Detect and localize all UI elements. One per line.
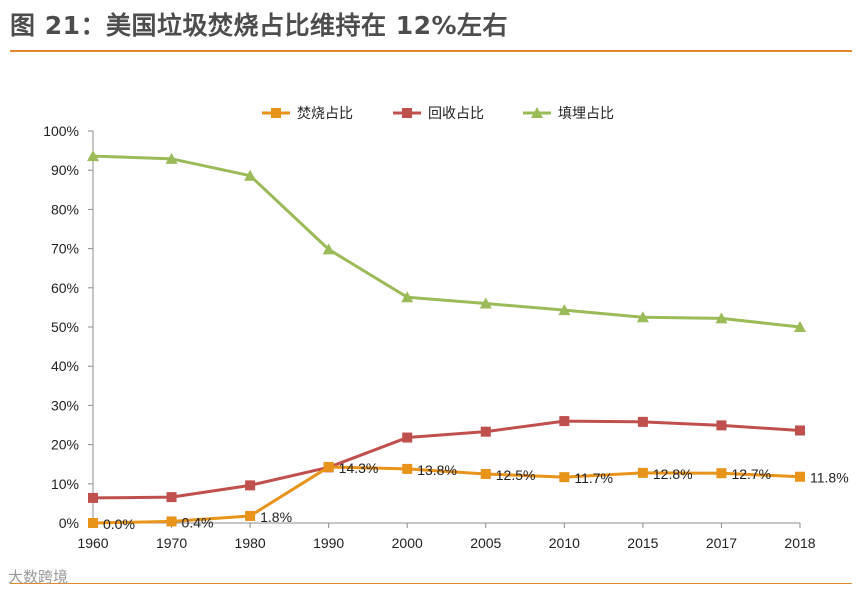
recycling-point [88,492,98,503]
landfill-point [165,152,178,164]
legend-label: 填埋占比 [558,105,614,121]
recycling-point [166,492,177,503]
y-axis: 0% 10% 20% 30% 40% 50% 60% 70% 80% 90% 100% [43,123,94,531]
incineration-point [559,472,570,483]
x-tick-label: 1990 [313,535,344,551]
chart-series [87,150,806,528]
x-tick-label: 2015 [627,535,658,551]
x-tick-label: 2005 [470,535,501,551]
page-title: 图 21：美国垃圾焚烧占比维持在 12%左右 [10,11,509,40]
data-labels: 0.0% 0.4% 1.8% 14.3% 13.8% 12.5% 11.7% 12.8% 12.… [103,460,849,532]
legend-marker [402,108,412,118]
incineration-data-label: 11.7% [574,470,613,486]
incineration-data-label: 12.8% [653,466,693,482]
landfill-point [87,150,99,162]
incineration-point [480,469,491,479]
y-tick-label: 30% [51,397,79,413]
y-tick-label: 100% [43,123,79,139]
landfill-point [401,291,414,303]
watermark: 大数跨境 [8,568,69,586]
incineration-line [92,465,801,525]
incineration-point [88,518,98,528]
incineration-data-label: 13.8% [417,462,457,478]
footer-divider [10,583,852,584]
x-tick-label: 2018 [784,535,815,551]
legend-marker [531,107,543,118]
incineration-point [166,516,177,527]
y-tick-label: 70% [51,241,79,257]
incineration-point [245,510,256,521]
y-tick-label: 0% [59,515,79,531]
incineration-data-label: 14.3% [339,460,379,476]
landfill-point [558,304,571,316]
recycling-point [402,432,413,443]
x-tick-label: 1980 [235,535,266,551]
legend-label: 焚烧占比 [297,105,353,121]
y-tick-label: 40% [51,358,79,374]
legend-label: 回收占比 [428,105,484,121]
chart-legend: 焚烧占比 回收占比 填埋占比 [262,105,614,121]
recycling-line [92,419,801,500]
landfill-point [322,243,335,255]
incineration-data-label: 12.5% [496,467,536,483]
x-tick-label: 2010 [549,535,580,551]
landfill-point [794,321,806,332]
incineration-data-label: 12.7% [731,466,771,482]
incineration-point [323,461,334,472]
incineration-point [637,467,648,478]
recycling-point [716,420,727,431]
y-tick-label: 10% [51,476,79,492]
x-tick-label: 2000 [392,535,423,551]
recycling-point [245,480,256,491]
y-tick-label: 50% [51,319,79,335]
incineration-point [795,471,805,482]
legend-marker [271,108,281,118]
title-divider [10,50,852,52]
landfill-point [479,297,492,309]
landfill-line [92,154,801,329]
recycling-point [795,425,805,436]
incineration-data-label: 11.8% [810,470,849,486]
incineration-point [716,468,727,479]
recycling-point [559,416,570,427]
x-axis: 1960 1970 1980 1990 2000 2005 2010 2015 2017 2018 [77,522,816,551]
recycling-point [480,426,491,437]
landfill-point [244,169,257,181]
landfill-point [636,311,649,323]
incineration-point [402,463,413,474]
y-tick-label: 20% [51,437,79,453]
incineration-data-label: 1.8% [260,509,292,525]
y-tick-label: 90% [51,162,79,178]
x-tick-label: 1970 [156,535,187,551]
x-tick-label: 2017 [706,535,737,551]
y-tick-label: 60% [51,280,79,296]
incineration-data-label: 0.4% [182,514,214,530]
x-tick-label: 1960 [77,535,108,551]
incineration-data-label: 0.0% [103,516,135,532]
y-tick-label: 80% [51,201,79,217]
recycling-point [637,416,648,427]
landfill-point [715,312,728,324]
